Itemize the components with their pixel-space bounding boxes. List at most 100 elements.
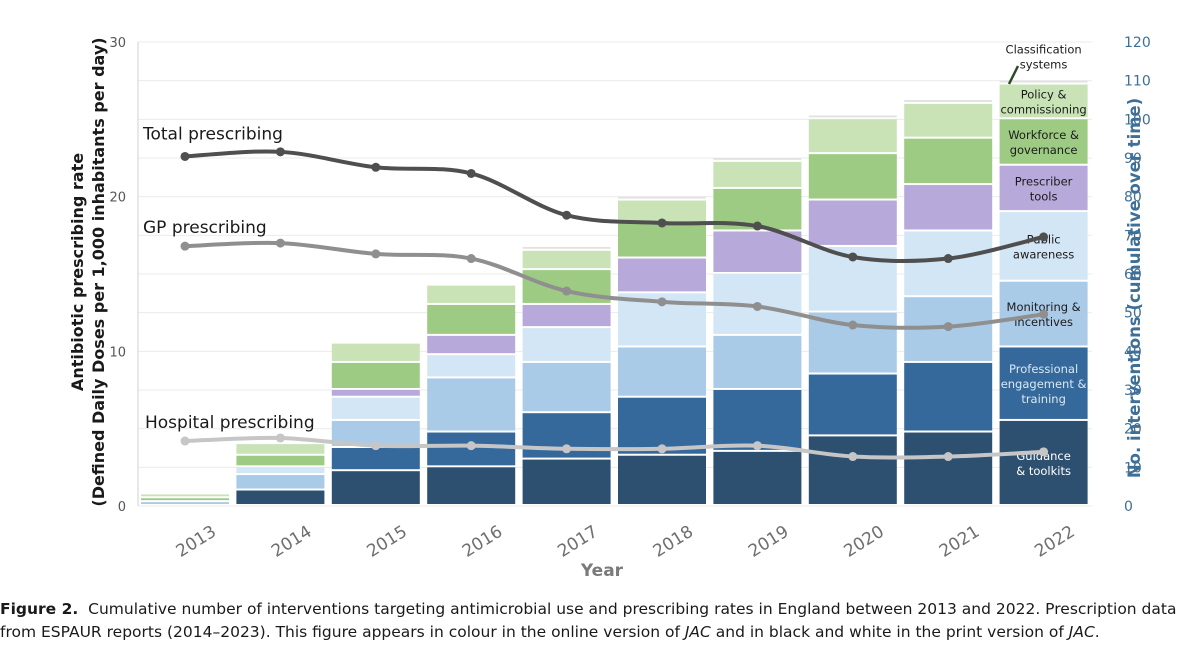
segment-label-prescriber: Prescriber tools — [1015, 174, 1073, 203]
right-axis-ticks: 0 10 20 30 40 50 60 70 80 90 100 110 120 — [1124, 35, 1151, 515]
right-tick-label: 80 — [1124, 190, 1142, 206]
caption-line-2: from ESPAUR reports (2014–2023). This fi… — [0, 621, 1199, 644]
left-tick-label: 30 — [109, 36, 126, 51]
line-gp — [183, 240, 1046, 330]
segment-label-line: engagement & — [1001, 377, 1087, 391]
caption-jac-2: JAC — [1068, 623, 1095, 641]
right-axis-title: No. interventions (cumulative over time) — [1125, 98, 1144, 478]
line-hospital — [183, 435, 1046, 460]
caption-text-1: Cumulative number of interventions targe… — [88, 600, 1177, 618]
x-tick-label: 2014 — [268, 522, 315, 562]
right-tick-label: 60 — [1124, 267, 1142, 283]
point-gp — [180, 241, 190, 251]
line-label-total: Total prescribing — [142, 124, 283, 144]
bar-prescriber — [618, 258, 706, 292]
segment-label-line: Workforce & — [1008, 128, 1079, 142]
x-axis-title: Year — [580, 561, 624, 581]
right-tick-label: 90 — [1124, 151, 1142, 167]
bar-guidance — [808, 436, 897, 504]
segment-label-line: Monitoring & — [1007, 300, 1081, 314]
segment-label-line: tools — [1030, 189, 1058, 203]
bar-professional — [904, 362, 993, 431]
bar-prescriber — [427, 335, 516, 354]
bar-public — [522, 328, 611, 361]
point-total — [371, 162, 381, 172]
left-axis-title-line: (Defined Daily Doses per 1,000 inhabitan… — [89, 37, 108, 506]
x-tick-label: 2022 — [1031, 522, 1078, 562]
bar-prescriber — [522, 304, 611, 327]
caption-jac-1: JAC — [684, 623, 711, 641]
point-hospital — [752, 441, 762, 451]
segment-labels: Guidance& toolkitsProfessionalengagement… — [1000, 43, 1086, 478]
point-gp — [275, 238, 285, 248]
bar-workforce — [236, 455, 325, 466]
right-tick-label: 0 — [1124, 499, 1133, 515]
bar-workforce — [427, 304, 516, 334]
point-hospital — [657, 444, 667, 454]
point-hospital — [848, 452, 858, 462]
bar-guidance — [331, 471, 420, 504]
bar-professional — [713, 390, 802, 450]
bar-guidance — [522, 459, 611, 504]
bar-professional — [999, 347, 1088, 419]
bar-policy — [522, 250, 611, 269]
bar-workforce — [141, 498, 229, 501]
point-hospital — [466, 441, 476, 451]
segment-label-monitoring: Monitoring & incentives — [1007, 300, 1081, 329]
bar-prescriber — [808, 200, 897, 245]
line-label-hospital: Hospital prescribing — [145, 413, 315, 433]
right-tick-label: 110 — [1124, 74, 1151, 90]
bar-workforce — [331, 362, 420, 388]
bar-workforce — [808, 154, 897, 199]
bar-classification — [618, 196, 706, 199]
right-tick-label: 70 — [1124, 228, 1142, 244]
right-tick-label: 40 — [1124, 344, 1142, 360]
x-tick-label: 2017 — [554, 522, 601, 562]
bar-monitoring — [141, 502, 229, 504]
bar-classification — [904, 100, 993, 102]
bar-classification — [522, 246, 611, 249]
line-label-gp: GP prescribing — [143, 218, 267, 238]
bar-professional — [331, 448, 420, 470]
point-total — [466, 168, 476, 178]
point-total — [752, 221, 762, 231]
bar-guidance — [618, 455, 706, 504]
bar-workforce — [999, 119, 1088, 164]
x-tick-label: 2013 — [173, 522, 220, 562]
bar-guidance — [427, 467, 516, 504]
bar-public — [331, 397, 420, 419]
bar-classification — [999, 80, 1088, 83]
bar-policy — [331, 343, 420, 361]
caption-label: Figure 2. — [0, 600, 79, 618]
point-total — [657, 218, 667, 228]
x-tick-label: 2018 — [650, 522, 697, 562]
bar-monitoring — [236, 475, 325, 489]
point-total — [562, 210, 572, 220]
segment-label-line: training — [1021, 392, 1066, 406]
bar-policy — [141, 494, 229, 497]
x-tick-label: 2019 — [745, 522, 792, 562]
point-total — [943, 254, 953, 264]
bar-policy — [713, 161, 802, 187]
bar-monitoring — [618, 347, 706, 396]
bar-monitoring — [522, 362, 611, 412]
bar-guidance — [904, 432, 993, 504]
segment-label-line: Classification — [1006, 43, 1082, 57]
bar-guidance — [713, 451, 802, 504]
caption-line-1: Figure 2. Cumulative number of intervent… — [0, 598, 1199, 621]
x-tick-label: 2016 — [459, 522, 506, 562]
bar-public — [236, 467, 325, 474]
classification-pointer — [1007, 65, 1020, 85]
bar-policy — [904, 103, 993, 137]
point-hospital — [275, 433, 285, 443]
right-tick-label: 10 — [1124, 460, 1142, 476]
segment-label-line: governance — [1010, 143, 1078, 157]
bar-public — [904, 231, 993, 296]
bar-policy — [999, 84, 1088, 118]
point-total — [1039, 232, 1049, 242]
segment-label-line: commissioning — [1000, 102, 1086, 116]
x-tick-label: 2020 — [841, 522, 888, 562]
point-gp — [466, 254, 476, 264]
point-total — [180, 151, 190, 161]
point-hospital — [1039, 447, 1049, 457]
